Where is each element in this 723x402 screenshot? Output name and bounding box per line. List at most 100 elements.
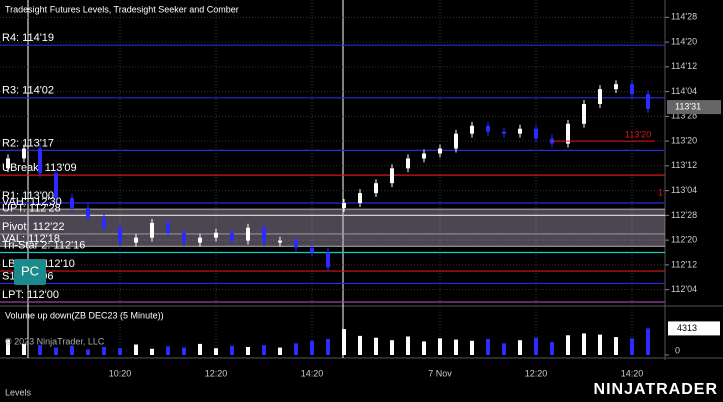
x-tick-label: 14:20: [301, 368, 324, 378]
candle-body: [278, 240, 282, 243]
volume-title: Volume up down(ZB DEC23 (5 Minute)): [5, 310, 164, 320]
volume-last-box: [668, 321, 720, 336]
volume-bar: [198, 343, 202, 355]
candle-body: [6, 158, 10, 169]
candle-body: [358, 193, 362, 204]
candle-body: [198, 237, 202, 243]
candle-body: [230, 232, 234, 241]
candle-body: [214, 232, 218, 238]
y-tick-label: 112'28: [671, 210, 697, 220]
candle-body: [486, 125, 490, 132]
volume-bar: [22, 343, 26, 355]
candle-body: [262, 227, 266, 243]
candle-body: [598, 89, 602, 104]
candle-body: [630, 84, 634, 95]
volume-bar: [54, 347, 58, 355]
volume-bar: [566, 335, 570, 355]
y-tick-label: 113'12: [671, 160, 697, 170]
volume-bar: [486, 338, 490, 355]
candle-body: [518, 128, 522, 134]
volume-bar: [342, 329, 346, 355]
volume-bar: [214, 348, 218, 355]
tab-bar: [0, 382, 723, 402]
candle-body: [118, 227, 122, 243]
candle-body: [614, 84, 618, 90]
candle-body: [374, 183, 378, 194]
candle-body: [582, 103, 586, 124]
level-label: Pivot: 112'22: [2, 221, 64, 233]
y-tick-label: 113'20: [671, 135, 697, 145]
pc-button-label[interactable]: PC: [21, 263, 39, 278]
volume-bar: [294, 343, 298, 355]
volume-bar: [534, 337, 538, 355]
candle-body: [54, 173, 58, 199]
volume-bar: [630, 338, 634, 355]
volume-bar: [262, 345, 266, 355]
candle-body: [86, 207, 90, 218]
x-tick-label: 10:20: [109, 368, 132, 378]
plot: 114'28 114'20 114'12 114'04 113'28 113'20 113'…: [0, 0, 721, 378]
volume-last-label: 4313: [677, 323, 697, 333]
volume-bar: [310, 340, 314, 355]
level-label: VAL: 112'18: [2, 233, 60, 245]
y-tick-label: 112'20: [671, 235, 697, 245]
volume-bar: [6, 339, 10, 355]
candle-body: [182, 232, 186, 243]
candle-body: [246, 227, 250, 241]
candle-body: [470, 125, 474, 134]
volume-bar: [102, 346, 106, 355]
candle-body: [406, 158, 410, 169]
level-label: R3: 114'02: [2, 85, 54, 97]
volume-bar: [150, 348, 154, 355]
tab[interactable]: Levels: [5, 387, 32, 397]
x-tick-label: 7 Nov: [428, 368, 452, 378]
chart-title: Tradesight Futures Levels, Tradesight Se…: [5, 4, 239, 14]
volume-bar: [246, 346, 250, 355]
y-tick-label: 114'04: [671, 86, 697, 96]
y-tick-label: 0: [675, 345, 680, 355]
volume-bar: [38, 345, 42, 355]
candle-body: [150, 222, 154, 238]
y-tick-label: 112'12: [671, 259, 697, 269]
last-price-box: [667, 100, 721, 115]
candle-body: [454, 133, 458, 149]
volume-bar: [614, 337, 618, 355]
candle-body: [326, 252, 330, 268]
volume-bar: [182, 347, 186, 355]
volume-bar: [358, 335, 362, 355]
volume-bar: [454, 339, 458, 355]
y-tick-label: 114'12: [671, 61, 697, 71]
copyright: © 2023 NinjaTrader, LLC: [5, 336, 105, 346]
level-label: R2: 113'17: [2, 137, 54, 149]
candle-body: [70, 198, 74, 208]
candle-body: [166, 222, 170, 233]
volume-bar: [582, 333, 586, 355]
volume-bar: [438, 338, 442, 355]
volume-bar: [502, 343, 506, 355]
candle-body: [294, 240, 298, 248]
x-tick-label: 12:20: [525, 368, 548, 378]
volume-bar: [550, 342, 554, 355]
candle-body: [342, 203, 346, 208]
logo: NINJATRADER: [594, 381, 718, 398]
candle-body: [22, 148, 26, 159]
y-tick-label: 114'20: [671, 36, 697, 46]
x-tick-label: 14:20: [621, 368, 644, 378]
volume-bar: [118, 348, 122, 355]
volume-bar: [598, 334, 602, 355]
y-tick-label: 112'04: [671, 284, 697, 294]
pc-button[interactable]: [14, 259, 46, 285]
volume-bar: [406, 336, 410, 355]
candle-body: [534, 128, 538, 139]
volume-bar: [166, 346, 170, 355]
volume-bar: [70, 345, 74, 355]
candle-body: [310, 247, 314, 253]
volume-bar: [470, 340, 474, 355]
candle-body: [134, 237, 138, 243]
y-tick-label: 114'28: [671, 12, 697, 22]
level-label: VAH: 112'30: [2, 196, 62, 208]
annotation: 1: [658, 187, 663, 197]
last-price-label: 113'31: [675, 101, 701, 111]
volume-bar: [646, 328, 650, 355]
